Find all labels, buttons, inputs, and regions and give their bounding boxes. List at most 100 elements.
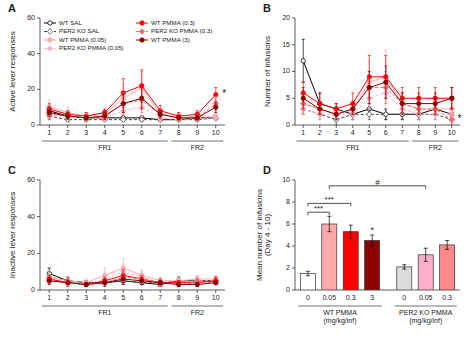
- error-bar: [177, 113, 180, 120]
- series: [47, 72, 218, 122]
- group-bracket: [171, 306, 223, 307]
- group-bracket: [171, 141, 223, 142]
- y-axis-label: Inactive lever responses: [8, 192, 17, 278]
- y-tick: [37, 125, 40, 126]
- series: [47, 88, 218, 121]
- legend-marker: [48, 38, 52, 42]
- group-bracket: [42, 141, 168, 142]
- marker: [140, 96, 144, 100]
- x-tick: [104, 290, 105, 293]
- marker: [334, 112, 338, 116]
- marker: [84, 116, 88, 120]
- error-bar: [103, 113, 106, 120]
- error-bar: [85, 116, 88, 120]
- y-tick: [37, 216, 40, 217]
- marker: [450, 96, 454, 100]
- error-bar: [85, 279, 88, 286]
- x-tick: [141, 125, 142, 128]
- y-axis-label: Mean number of infusions(Day 4 - 10): [255, 189, 272, 281]
- y-tick-label: 5: [286, 94, 290, 101]
- series-line: [303, 82, 452, 114]
- error-bar: [214, 277, 217, 284]
- marker: [177, 116, 181, 120]
- marker: [84, 116, 88, 120]
- x-tick: [215, 290, 216, 293]
- panel-label: A: [8, 2, 16, 14]
- x-tick-label: 9: [195, 129, 199, 136]
- marker: [177, 116, 181, 120]
- y-tick-label: 40: [27, 50, 35, 57]
- group-label: FR2: [191, 309, 204, 316]
- y-tick-label: 0: [286, 286, 290, 293]
- error-bar: [335, 109, 338, 120]
- x-tick-label: 1: [47, 294, 51, 301]
- error-bar: [214, 102, 217, 113]
- error-bar: [85, 283, 88, 287]
- y-tick: [292, 180, 295, 181]
- error-bar: [85, 116, 88, 120]
- y-tick-label: 2: [286, 264, 290, 271]
- marker: [383, 112, 388, 117]
- legend-marker: [140, 38, 144, 42]
- y-tick-label: 0: [31, 121, 35, 128]
- group-label-line: (mg/kg/inf): [409, 317, 442, 325]
- figure: AActive lever responses02040601234567891…: [0, 0, 469, 347]
- series-line: [303, 77, 452, 109]
- x-tick: [352, 125, 353, 128]
- marker: [65, 280, 70, 285]
- error-bar: [196, 116, 199, 120]
- marker: [121, 277, 125, 281]
- bar: [343, 232, 358, 290]
- error-bar: [159, 279, 162, 286]
- marker: [400, 101, 404, 105]
- y-tick: [292, 268, 295, 269]
- y-tick-label: 0: [286, 121, 290, 128]
- marker: [158, 280, 162, 284]
- y-tick-label: 4: [286, 242, 290, 249]
- y-tick: [292, 98, 295, 99]
- group-label: FR1: [98, 144, 111, 151]
- error-bar: [417, 93, 420, 114]
- error-bar: [48, 275, 51, 282]
- x-tick-label: 2: [66, 129, 70, 136]
- group-label-line: PER2 KO PMMA: [399, 309, 453, 316]
- y-tick-label: 60: [27, 14, 35, 21]
- group-bracket: [297, 141, 409, 142]
- error-bar: [445, 241, 449, 250]
- series-line: [49, 272, 216, 285]
- legend-label: PER2 KO SAL: [59, 27, 100, 34]
- x-tick: [123, 125, 124, 128]
- group-bracket: [42, 306, 168, 307]
- error-bar: [85, 114, 88, 121]
- error-bar: [351, 93, 354, 114]
- legend-marker: [139, 29, 144, 34]
- annotation: #: [375, 178, 380, 187]
- error-bar: [177, 283, 180, 287]
- marker: [384, 112, 388, 116]
- group-label: FR1: [98, 309, 111, 316]
- series-line: [49, 279, 216, 285]
- x-tick: [319, 125, 320, 128]
- x-tick: [336, 125, 337, 128]
- marker: [47, 279, 51, 283]
- x-tick-label: 1: [47, 129, 51, 136]
- error-bar: [424, 248, 428, 261]
- panel-label: D: [263, 164, 271, 176]
- error-bar: [48, 107, 51, 114]
- x-tick-label: 5: [367, 129, 371, 136]
- marker: [351, 107, 355, 111]
- group-bracket: [412, 141, 458, 142]
- error-bar: [48, 100, 51, 114]
- marker: [121, 101, 126, 106]
- error-bar: [306, 271, 310, 275]
- y-tick: [37, 89, 40, 90]
- x-tick: [86, 290, 87, 293]
- marker: [213, 280, 218, 285]
- error-bar: [122, 275, 125, 282]
- marker: [384, 80, 388, 84]
- error-bar: [214, 277, 217, 284]
- y-tick-label: 20: [27, 249, 35, 256]
- series: [47, 272, 219, 286]
- error-bar: [214, 277, 217, 284]
- y-tick-label: 20: [282, 14, 290, 21]
